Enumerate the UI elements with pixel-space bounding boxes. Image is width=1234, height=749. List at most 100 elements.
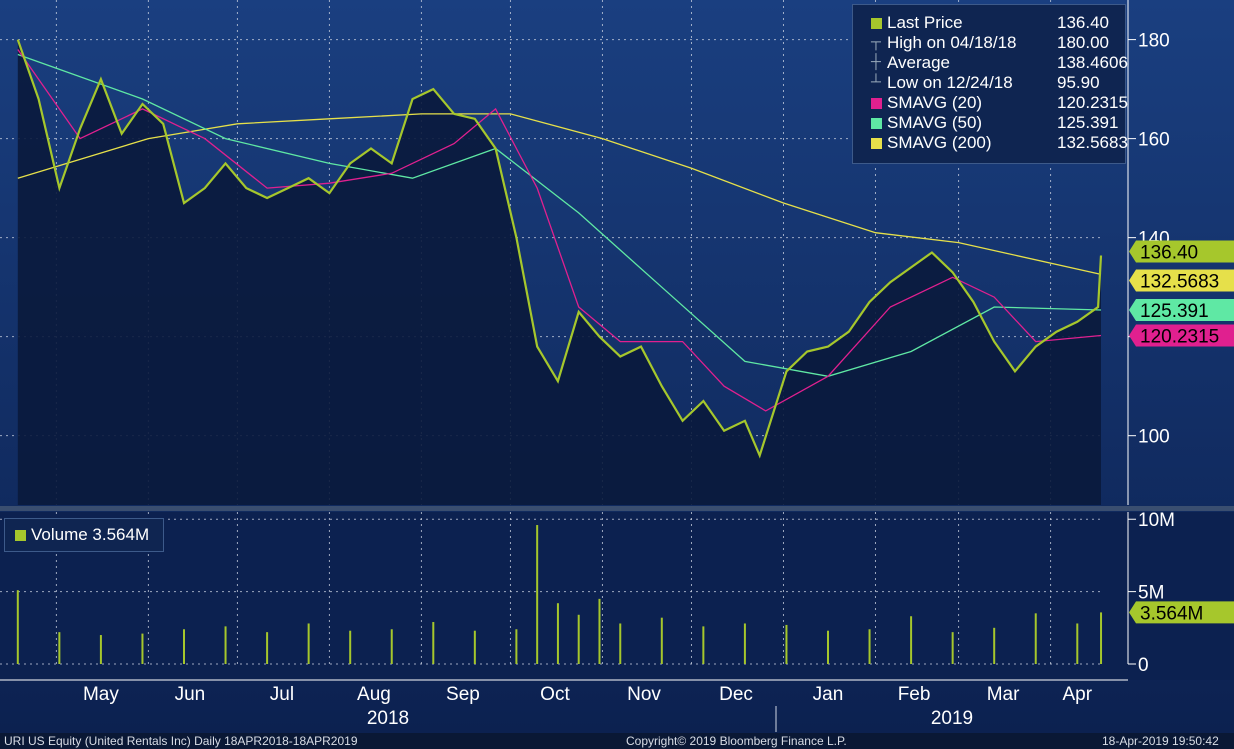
legend-value: 138.4606: [1057, 53, 1128, 72]
square-swatch: [871, 98, 882, 109]
volume-bar: [951, 632, 954, 664]
x-month-label: Nov: [627, 684, 661, 705]
legend-value: 125.391: [1057, 113, 1119, 132]
volume-bar: [515, 629, 518, 664]
legend-value: 95.90: [1057, 73, 1100, 92]
square-swatch: [871, 18, 882, 29]
price-value-tag-label: 136.40: [1140, 242, 1198, 263]
legend-row: SMAVG (50) 125.391: [853, 113, 1125, 133]
legend-label: SMAVG (20): [887, 93, 983, 112]
legend-label: Low on 12/24/18: [887, 73, 1013, 92]
price-value-tag: [1129, 298, 1234, 321]
volume-bar: [577, 614, 580, 664]
volume-bar: [432, 622, 435, 664]
volume-bar: [993, 627, 996, 664]
legend-label: Average: [887, 53, 951, 72]
series-line-last-price: [16, 39, 1103, 459]
x-month-label: Dec: [719, 684, 753, 705]
low-marker-icon: ┴: [871, 73, 881, 89]
square-swatch: [871, 118, 882, 129]
volume-bar: [349, 630, 352, 664]
volume-bar: [785, 624, 788, 664]
x-month-label: Apr: [1063, 684, 1093, 705]
volume-bar: [141, 633, 144, 664]
y-tick-label: 5M: [1138, 583, 1164, 604]
legend-row: Last Price 136.40: [853, 13, 1125, 33]
volume-bar: [390, 629, 393, 664]
last-price-area: [17, 39, 1101, 505]
x-month-label: Oct: [540, 684, 570, 705]
volume-bar: [307, 623, 310, 664]
legend-value: 136.40: [1057, 13, 1109, 32]
y-tick-label: 0: [1138, 655, 1149, 676]
legend-value: 120.2315: [1057, 93, 1128, 112]
volume-bar: [1100, 612, 1103, 664]
price-value-tag: [1129, 324, 1234, 347]
price-value-tag-label: 120.2315: [1140, 327, 1219, 348]
volume-bar: [598, 598, 601, 664]
volume-bar: [910, 616, 913, 664]
x-month-label: Jun: [175, 684, 206, 705]
volume-bar: [99, 635, 102, 664]
volume-bar: [224, 626, 227, 664]
high-marker-icon: ┬: [871, 33, 881, 49]
square-swatch: [871, 138, 882, 149]
series-line-smavg-20-: [17, 49, 1102, 412]
volume-bar: [1076, 623, 1079, 664]
series-line-smavg-50-: [17, 53, 1102, 377]
volume-bar: [556, 603, 559, 664]
volume-legend-label: Volume 3.564M: [31, 525, 150, 544]
y-tick-label: 10M: [1138, 510, 1175, 531]
legend-row: SMAVG (20) 120.2315: [853, 93, 1128, 113]
volume-bar: [702, 626, 705, 664]
footer-security-info: URI US Equity (United Rentals Inc) Daily…: [4, 734, 358, 748]
y-tick-label: 180: [1138, 31, 1170, 52]
price-legend: Last Price 136.40 ┬ High on 04/18/18 180.00 ┼…: [852, 4, 1128, 164]
price-value-tag-label: 132.5683: [1140, 271, 1219, 292]
x-month-label: Mar: [987, 684, 1020, 705]
footer-timestamp: 18-Apr-2019 19:50:42: [1102, 734, 1219, 748]
volume-bar: [619, 623, 622, 664]
volume-value-tag: [1129, 601, 1234, 624]
legend-value: 180.00: [1057, 33, 1109, 52]
volume-bar: [58, 632, 61, 664]
average-marker-icon: ┼: [871, 53, 881, 69]
y-tick-label: 160: [1138, 130, 1170, 151]
y-tick-label: 100: [1138, 427, 1170, 448]
volume-bar: [473, 630, 476, 664]
volume-swatch-icon: [15, 530, 26, 541]
volume-bar: [1034, 613, 1037, 664]
legend-label: SMAVG (50): [887, 113, 983, 132]
volume-bar: [743, 623, 746, 664]
price-value-tag-label: 125.391: [1140, 301, 1209, 322]
volume-bar: [536, 525, 539, 664]
series-line-smavg-200-: [17, 113, 1102, 276]
footer-bar: URI US Equity (United Rentals Inc) Daily…: [0, 733, 1234, 749]
x-year-label: 2019: [931, 708, 973, 729]
x-year-label: 2018: [367, 708, 409, 729]
volume-bar: [660, 617, 663, 664]
x-month-label: Jul: [270, 684, 294, 705]
legend-label: Last Price: [887, 13, 963, 32]
legend-label: SMAVG (200): [887, 133, 992, 152]
volume-bar: [16, 590, 19, 664]
legend-label: High on 04/18/18: [887, 33, 1017, 52]
x-month-label: Feb: [898, 684, 931, 705]
x-month-label: Aug: [357, 684, 391, 705]
volume-bar: [827, 630, 829, 664]
volume-pane-background: [0, 512, 1234, 680]
price-value-tag: [1129, 269, 1234, 292]
price-value-tag: [1129, 240, 1234, 263]
legend-row: SMAVG (200) 132.5683: [853, 133, 1128, 153]
volume-bar: [868, 629, 871, 664]
volume-bar: [183, 629, 185, 664]
legend-row: ┬ High on 04/18/18 180.00: [853, 33, 1125, 53]
x-month-label: Jan: [813, 684, 844, 705]
volume-value-tag-label: 3.564M: [1140, 603, 1203, 624]
legend-row: ┴ Low on 12/24/18 95.90: [853, 73, 1125, 93]
x-month-label: May: [83, 684, 119, 705]
volume-legend: Volume 3.564M: [4, 518, 164, 552]
legend-value: 132.5683: [1057, 133, 1128, 152]
x-month-label: Sep: [446, 684, 480, 705]
volume-bar: [266, 632, 269, 664]
